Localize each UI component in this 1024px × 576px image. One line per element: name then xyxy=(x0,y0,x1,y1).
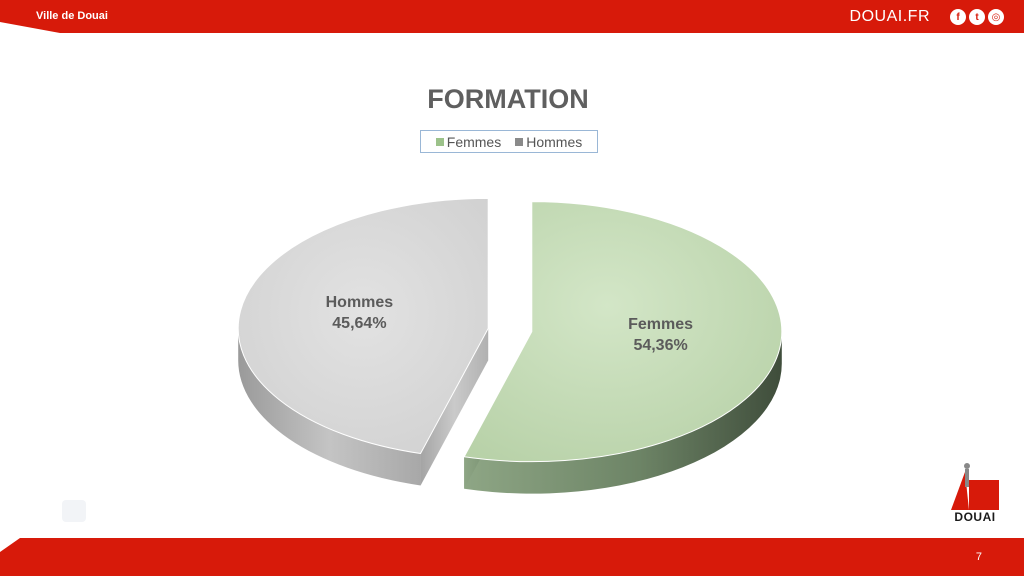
logo-text: DOUAI xyxy=(954,510,996,524)
legend-label-femmes: Femmes xyxy=(446,133,502,150)
chart-title: FORMATION xyxy=(427,84,589,114)
pie-slice-femmes xyxy=(463,201,783,463)
legend-item-hommes: Hommes xyxy=(515,134,582,150)
pie-side-femmes xyxy=(464,331,782,494)
instagram-icon[interactable]: ◎ xyxy=(988,9,1004,25)
slice-label-hommes: Hommes xyxy=(326,294,394,311)
legend-swatch-hommes xyxy=(515,137,524,146)
slice-label-femmes: Femmes xyxy=(628,316,693,333)
facebook-icon[interactable]: f xyxy=(950,9,966,25)
organization-name: Ville de Douai xyxy=(36,10,108,22)
twitter-icon[interactable]: t xyxy=(969,9,985,25)
social-links: f t ◎ xyxy=(950,9,1004,25)
legend-label-hommes: Hommes xyxy=(526,133,583,150)
page-number: 7 xyxy=(975,551,982,563)
top-banner: Ville de Douai DOUAI.FR f t ◎ xyxy=(0,0,1024,33)
slice-value-femmes: 54,36% xyxy=(633,337,687,354)
logo-emblem-icon xyxy=(951,463,999,510)
pie-side-hommes xyxy=(238,328,421,486)
chart-legend: Femmes Hommes xyxy=(420,130,598,153)
slice-value-hommes: 45,64% xyxy=(332,315,386,332)
pie-slice-hommes xyxy=(237,197,489,455)
bottom-banner: 7 xyxy=(0,538,1024,576)
legend-item-femmes: Femmes xyxy=(435,133,502,150)
ghost-button[interactable] xyxy=(62,500,86,522)
site-name[interactable]: DOUAI.FR xyxy=(849,8,930,25)
legend-swatch-femmes xyxy=(435,137,444,146)
douai-logo: DOUAI xyxy=(945,458,1005,528)
pie-cut-hommes-0 xyxy=(420,328,489,486)
